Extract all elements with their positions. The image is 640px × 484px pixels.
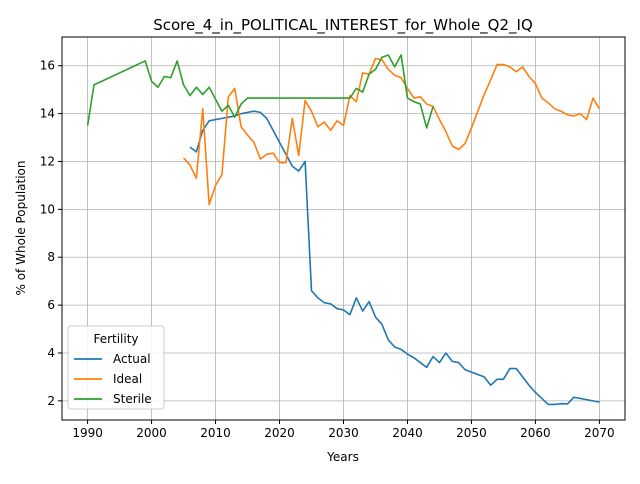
y-tick-label: 8 [47, 250, 55, 264]
axis-ticks: 1990 2000 2010 2020 2030 2040 2050 2060 2070 2 4 6 8… [40, 59, 615, 440]
x-tick-label: 2070 [584, 426, 615, 440]
legend: Fertility Actual Ideal Sterile [67, 325, 165, 410]
x-axis-label: Years [326, 450, 359, 464]
y-tick-label: 16 [40, 59, 55, 73]
y-axis-label: % of Whole Population [14, 161, 28, 296]
series-lines [86, 54, 601, 406]
series-line-ideal [182, 57, 601, 206]
x-tick-label: 1990 [72, 426, 103, 440]
legend-label-actual: Actual [113, 352, 151, 366]
y-tick-label: 10 [40, 202, 55, 216]
y-tick-label: 14 [40, 107, 55, 121]
x-tick-label: 2000 [136, 426, 167, 440]
x-tick-label: 2060 [520, 426, 551, 440]
chart-title: Score_4_in_POLITICAL_INTEREST_for_Whole_… [153, 16, 533, 35]
legend-label-sterile: Sterile [113, 392, 152, 406]
legend-items: Actual Ideal Sterile [74, 352, 152, 406]
legend-label-ideal: Ideal [113, 372, 142, 386]
x-tick-label: 2050 [456, 426, 487, 440]
y-tick-label: 2 [47, 394, 55, 408]
x-tick-label: 2040 [392, 426, 423, 440]
x-tick-label: 2010 [200, 426, 231, 440]
x-tick-label: 2020 [264, 426, 295, 440]
series-line-actual [189, 110, 600, 406]
series-line-sterile [86, 54, 434, 129]
legend-title: Fertility [93, 332, 138, 346]
y-tick-label: 4 [47, 346, 55, 360]
legend-box [67, 325, 165, 410]
x-tick-label: 2030 [328, 426, 359, 440]
y-tick-label: 12 [40, 154, 55, 168]
y-tick-label: 6 [47, 298, 55, 312]
